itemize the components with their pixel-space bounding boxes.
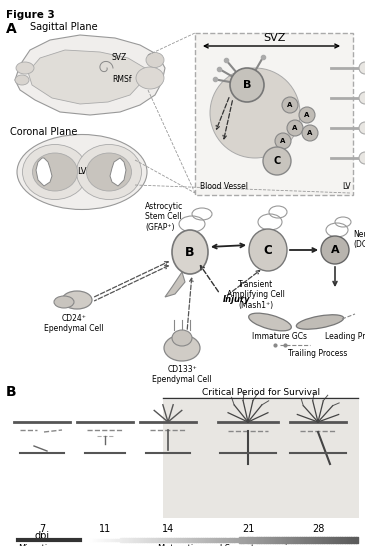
Text: SVZ: SVZ [263, 33, 285, 43]
Ellipse shape [296, 315, 344, 329]
Text: 28: 28 [312, 524, 324, 534]
Bar [195, 33, 353, 195]
Text: Sagittal Plane: Sagittal Plane [30, 22, 97, 32]
Ellipse shape [23, 145, 88, 199]
Text: RMSf: RMSf [112, 75, 131, 84]
Text: LV: LV [77, 168, 87, 176]
Bar [163, 400, 359, 518]
Text: A: A [280, 138, 286, 144]
Text: Figure 3: Figure 3 [6, 10, 55, 20]
Text: 11: 11 [99, 524, 111, 534]
Circle shape [287, 120, 303, 136]
Ellipse shape [249, 313, 291, 331]
Text: 14: 14 [162, 524, 174, 534]
Text: A: A [331, 245, 339, 255]
Polygon shape [36, 158, 52, 186]
Ellipse shape [77, 145, 142, 199]
Ellipse shape [15, 75, 29, 85]
Text: 21: 21 [242, 524, 254, 534]
Text: CD133⁺
Ependymal Cell: CD133⁺ Ependymal Cell [152, 365, 212, 384]
Text: B: B [243, 80, 251, 90]
Polygon shape [110, 158, 126, 186]
Text: Trailing Process: Trailing Process [288, 349, 347, 358]
Text: LV: LV [342, 182, 351, 191]
Ellipse shape [136, 67, 164, 89]
Ellipse shape [17, 134, 147, 210]
Ellipse shape [32, 153, 77, 191]
Text: Migration: Migration [18, 544, 58, 546]
Text: Critical Period for Survival: Critical Period for Survival [202, 388, 320, 397]
Circle shape [230, 68, 264, 102]
Circle shape [359, 92, 365, 104]
Circle shape [359, 152, 365, 164]
Text: A: A [304, 112, 310, 118]
Text: CD24⁺
Ependymal Cell: CD24⁺ Ependymal Cell [44, 314, 104, 334]
Ellipse shape [172, 230, 208, 274]
Ellipse shape [249, 229, 287, 271]
Text: Transient
Amplifying Cell
(Mash1⁺): Transient Amplifying Cell (Mash1⁺) [227, 280, 285, 310]
Circle shape [263, 147, 291, 175]
Text: Leading Process: Leading Process [325, 332, 365, 341]
Text: Blood Vessel: Blood Vessel [200, 182, 248, 191]
Circle shape [275, 133, 291, 149]
Circle shape [359, 122, 365, 134]
Text: A: A [307, 130, 313, 136]
Text: B: B [6, 385, 17, 399]
Polygon shape [28, 50, 145, 104]
Ellipse shape [146, 52, 164, 68]
Text: C: C [264, 244, 272, 257]
Text: Injury: Injury [223, 295, 251, 304]
Ellipse shape [54, 296, 74, 308]
Circle shape [302, 125, 318, 141]
Text: Coronal Plane: Coronal Plane [10, 127, 77, 137]
Text: dpi: dpi [34, 531, 50, 541]
Circle shape [359, 62, 365, 74]
Circle shape [282, 97, 298, 113]
Ellipse shape [16, 62, 34, 74]
Text: B: B [185, 246, 195, 258]
Text: Immature GCs: Immature GCs [252, 332, 307, 341]
Text: SVZ: SVZ [112, 53, 127, 62]
Ellipse shape [164, 335, 200, 361]
Text: A: A [287, 102, 293, 108]
Ellipse shape [172, 330, 192, 346]
Text: Maturation and Synaptogenesis: Maturation and Synaptogenesis [158, 544, 292, 546]
Ellipse shape [87, 153, 131, 191]
Text: C: C [273, 156, 281, 166]
Text: A: A [292, 125, 298, 131]
Circle shape [299, 107, 315, 123]
Text: Neuroblast
(DCX⁺): Neuroblast (DCX⁺) [353, 230, 365, 250]
Polygon shape [165, 272, 185, 297]
Circle shape [321, 236, 349, 264]
Ellipse shape [62, 291, 92, 309]
Text: Astrocytic
Stem Cell
(GFAP⁺): Astrocytic Stem Cell (GFAP⁺) [145, 202, 183, 232]
Text: A: A [6, 22, 17, 36]
Polygon shape [15, 35, 165, 115]
Ellipse shape [210, 68, 300, 158]
Text: 7: 7 [39, 524, 45, 534]
